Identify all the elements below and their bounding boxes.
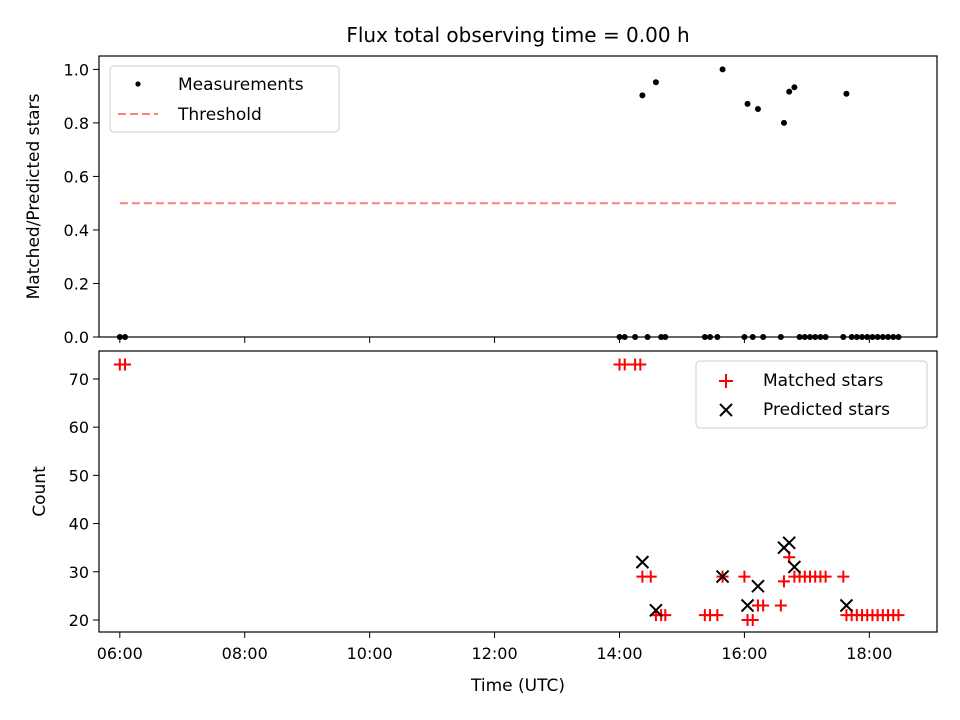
- bottom-y-tick-label: 70: [69, 370, 89, 389]
- matched-stars-point: [892, 609, 905, 622]
- top-y-axis-label: Matched/Predicted stars: [24, 93, 44, 299]
- x-tick-label: 16:00: [721, 644, 767, 663]
- legend-matched-label: Matched stars: [763, 371, 883, 391]
- measurement-point: [780, 119, 787, 126]
- predicted-stars-point: [715, 569, 730, 584]
- predicted-stars-point: [649, 603, 663, 618]
- matched-stars-point: [837, 570, 850, 583]
- top-panel: 0.0 0.2 0.4 0.6 0.8 1.0 Matched/Predicted star…: [24, 55, 938, 347]
- predicted-stars-point: [782, 536, 796, 550]
- matched-stars-point: [819, 570, 832, 583]
- bottom-y-tick-label: 40: [69, 515, 89, 534]
- bottom-y-axis-label: Count: [30, 466, 50, 517]
- measurement-point: [719, 66, 726, 73]
- x-tick-label: 14:00: [596, 644, 642, 663]
- top-y-tick-label: 1.0: [64, 60, 89, 79]
- measurement-point: [843, 90, 850, 97]
- legend-matched-marker: [719, 374, 733, 388]
- bottom-y-tick-label: 20: [69, 611, 89, 630]
- bottom-y-tick-label: 60: [69, 418, 89, 437]
- matched-stars-point: [618, 358, 631, 371]
- measurement-point: [754, 105, 761, 112]
- matched-stars-point: [644, 570, 657, 583]
- measurement-point: [744, 100, 751, 107]
- legend-threshold-label: Threshold: [177, 105, 262, 125]
- top-y-tick-label: 0.8: [64, 114, 89, 133]
- x-tick-label: 10:00: [347, 644, 393, 663]
- x-tick-label: 08:00: [222, 644, 268, 663]
- matched-stars-point: [777, 575, 790, 588]
- top-y-tick-label: 0.6: [64, 167, 89, 186]
- x-tick-label: 18:00: [846, 644, 892, 663]
- figure-title: Flux total observing time = 0.00 h: [346, 23, 689, 47]
- predicted-stars-point: [751, 579, 765, 593]
- legend-measurements-label: Measurements: [178, 75, 304, 95]
- x-axis-label: Time (UTC): [470, 676, 565, 696]
- predicted-stars-point: [787, 560, 802, 574]
- predicted-stars-point: [740, 598, 755, 613]
- bottom-legend-frame: [695, 360, 928, 429]
- top-y-tick-label: 0.0: [64, 328, 89, 347]
- bottom-legend: Matched stars Predicted stars: [695, 360, 928, 429]
- top-legend: Measurements Threshold: [109, 65, 340, 133]
- measurement-point: [791, 84, 798, 91]
- matched-stars-point: [119, 358, 132, 371]
- matched-stars-point: [746, 613, 759, 626]
- matched-stars-point: [757, 599, 770, 612]
- legend-measurements-marker: [135, 81, 141, 87]
- matched-stars-point: [711, 609, 724, 622]
- x-tick-label: 12:00: [472, 644, 518, 663]
- measurement-point: [639, 92, 646, 99]
- top-legend-frame: [109, 65, 340, 133]
- bottom-y-tick-label: 30: [69, 563, 89, 582]
- matched-stars-point: [738, 570, 751, 583]
- legend-predicted-marker: [719, 403, 733, 417]
- bottom-panel: 20 30 40 50 60 70 06:00 08:00 10:00 12:00 14:00 16:…: [30, 350, 938, 696]
- x-tick-label: 06:00: [97, 644, 143, 663]
- top-axes-frame: [98, 55, 938, 338]
- predicted-stars-point: [635, 555, 650, 569]
- bottom-axes-frame: [98, 350, 938, 633]
- bottom-y-tick-label: 50: [69, 466, 89, 485]
- top-y-tick-label: 0.2: [64, 274, 89, 293]
- legend-predicted-label: Predicted stars: [763, 400, 890, 420]
- predicted-stars-point: [839, 598, 854, 613]
- measurement-point: [786, 88, 793, 95]
- matched-stars-point: [634, 358, 647, 371]
- matched-stars-point: [774, 599, 787, 612]
- top-y-tick-label: 0.4: [64, 221, 89, 240]
- measurement-point: [652, 79, 659, 86]
